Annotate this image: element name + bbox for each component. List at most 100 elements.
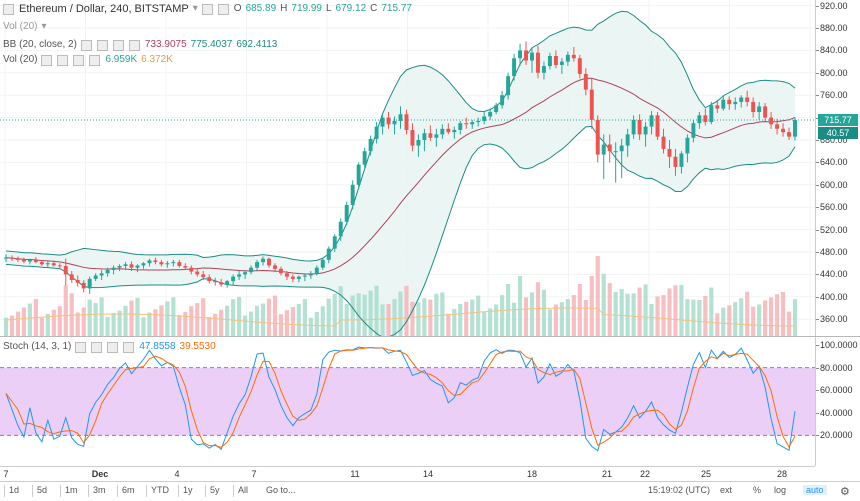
collapse-legend-icon[interactable] bbox=[3, 3, 14, 15]
range-button-all[interactable]: All bbox=[238, 485, 249, 495]
candle-body bbox=[715, 105, 720, 109]
bb-eye-icon[interactable] bbox=[80, 39, 92, 51]
range-button-6m[interactable]: 6m bbox=[122, 485, 135, 495]
bb-lower-line bbox=[5, 125, 796, 336]
candle-body bbox=[398, 114, 403, 121]
range-button-1y[interactable]: 1y bbox=[183, 485, 193, 495]
volume-bar bbox=[786, 311, 792, 336]
candle-body bbox=[368, 138, 373, 152]
price-axis[interactable]: 920.00880.00840.00800.00760.00720.00680.… bbox=[815, 0, 860, 336]
toolbar-divider bbox=[32, 485, 33, 497]
candle-body bbox=[207, 277, 212, 282]
range-button-ytd[interactable]: YTD bbox=[151, 485, 169, 495]
pane-separator[interactable] bbox=[0, 336, 860, 337]
gear-icon[interactable]: ⚙ bbox=[840, 486, 850, 498]
bb-settings-icon[interactable] bbox=[96, 39, 108, 51]
stoch-pane[interactable]: Stoch (14, 3, 1) 47.8558 39.5530 bbox=[0, 337, 815, 466]
vol-more-icon[interactable] bbox=[89, 54, 101, 66]
candle-body bbox=[781, 128, 786, 133]
vol-settings-icon[interactable] bbox=[57, 54, 69, 66]
candle-body bbox=[679, 153, 684, 167]
stoch-settings-icon[interactable] bbox=[91, 341, 103, 353]
vol-ghost-label: Vol (20) bbox=[3, 21, 38, 32]
range-button-3m[interactable]: 3m bbox=[93, 485, 106, 495]
range-button-1d[interactable]: 1d bbox=[9, 485, 20, 495]
volume-bar bbox=[607, 283, 612, 336]
volume-bar bbox=[368, 290, 373, 336]
stoch-more-icon[interactable] bbox=[123, 341, 135, 353]
candle-body bbox=[314, 267, 319, 274]
candle-body bbox=[219, 282, 224, 285]
bb-label: BB (20, close, 2) bbox=[3, 39, 77, 50]
scale-option-log[interactable]: log bbox=[774, 485, 787, 495]
volume-bar bbox=[583, 300, 588, 336]
symbol-dropdown-icon[interactable]: ▾ bbox=[192, 3, 198, 14]
scale-option-auto[interactable]: auto bbox=[803, 485, 827, 495]
stoch-eye-icon[interactable] bbox=[75, 341, 87, 353]
stoch-tick-mark bbox=[816, 390, 819, 392]
volume-bar bbox=[757, 304, 762, 336]
vol-legend[interactable]: Vol (20) 6.959K 6.372K bbox=[3, 53, 173, 67]
range-button-5d[interactable]: 5d bbox=[37, 485, 48, 495]
stoch-axis[interactable]: 100.0000 80.0000 60.0000 40.0000 20.0000 bbox=[815, 337, 860, 466]
range-button-1m[interactable]: 1m bbox=[65, 485, 78, 495]
volume-bar bbox=[254, 305, 260, 336]
low-label: L bbox=[325, 3, 332, 14]
time-tick-label: 7 bbox=[3, 469, 9, 479]
volume-bar bbox=[213, 313, 218, 336]
candle-body bbox=[793, 119, 797, 137]
stoch-canvas[interactable] bbox=[0, 337, 815, 466]
volume-bar bbox=[434, 293, 439, 336]
candle-body bbox=[601, 144, 606, 155]
candle-body bbox=[685, 137, 690, 154]
candle-body bbox=[506, 76, 511, 96]
bb-close-icon[interactable] bbox=[112, 39, 124, 51]
candle-body bbox=[171, 262, 176, 264]
volume-bar bbox=[27, 303, 32, 336]
price-tick-label: 520.00 bbox=[820, 224, 848, 235]
volume-bar bbox=[290, 307, 295, 336]
range-button-5y[interactable]: 5y bbox=[210, 485, 220, 495]
utc-time[interactable]: 15:19:02 (UTC) bbox=[648, 485, 711, 495]
volume-bar bbox=[763, 300, 768, 336]
volume-bar bbox=[9, 315, 15, 336]
vol-ghost-legend[interactable]: Vol (20) ▾ bbox=[3, 20, 47, 34]
vol-ghost-dropdown-icon[interactable]: ▾ bbox=[41, 21, 47, 32]
stoch-legend[interactable]: Stoch (14, 3, 1) 47.8558 39.5530 bbox=[3, 340, 216, 354]
vol-close-icon[interactable] bbox=[73, 54, 85, 66]
volume-bar bbox=[332, 293, 337, 336]
candle-body bbox=[691, 123, 696, 138]
volume-bar bbox=[15, 311, 21, 336]
price-chart-canvas[interactable] bbox=[0, 0, 815, 336]
scale-option-ext[interactable]: ext bbox=[720, 485, 733, 495]
close-icon[interactable] bbox=[217, 3, 229, 15]
time-axis[interactable]: 7 Dec 4 7 11 14 18 21 22 25 28 bbox=[0, 466, 815, 482]
candle-body bbox=[464, 123, 469, 125]
bb-legend[interactable]: BB (20, close, 2) 733.9075 775.4037 692.… bbox=[3, 38, 277, 52]
vol-eye-icon[interactable] bbox=[41, 54, 53, 66]
candle-body bbox=[703, 115, 708, 123]
stoch-close-icon[interactable] bbox=[107, 341, 119, 353]
volume-bar bbox=[39, 317, 44, 336]
goto-button[interactable]: Go to... bbox=[266, 485, 296, 495]
volume-bar bbox=[619, 288, 624, 336]
candle-body bbox=[141, 263, 146, 266]
volume-bar bbox=[386, 304, 391, 336]
volume-bar bbox=[685, 299, 690, 336]
price-chart-pane[interactable]: Ethereum / Dollar, 240, BITSTAMP ▾ O 685.… bbox=[0, 0, 815, 336]
candle-body bbox=[159, 262, 164, 265]
volume-bar bbox=[308, 317, 313, 336]
candle-body bbox=[709, 105, 714, 123]
bb-more-icon[interactable] bbox=[128, 39, 140, 51]
volume-bar bbox=[380, 304, 385, 336]
volume-bar bbox=[69, 293, 74, 336]
volume-bar bbox=[446, 313, 451, 336]
volume-bar bbox=[350, 295, 355, 336]
stoch-tick-mark bbox=[816, 435, 819, 437]
scale-option-percent[interactable]: % bbox=[753, 485, 762, 495]
stoch-band-fill bbox=[0, 367, 815, 436]
price-tick-mark bbox=[816, 274, 819, 276]
volume-bar bbox=[601, 273, 606, 336]
settings-icon[interactable] bbox=[201, 3, 213, 15]
volume-bar bbox=[123, 305, 128, 336]
